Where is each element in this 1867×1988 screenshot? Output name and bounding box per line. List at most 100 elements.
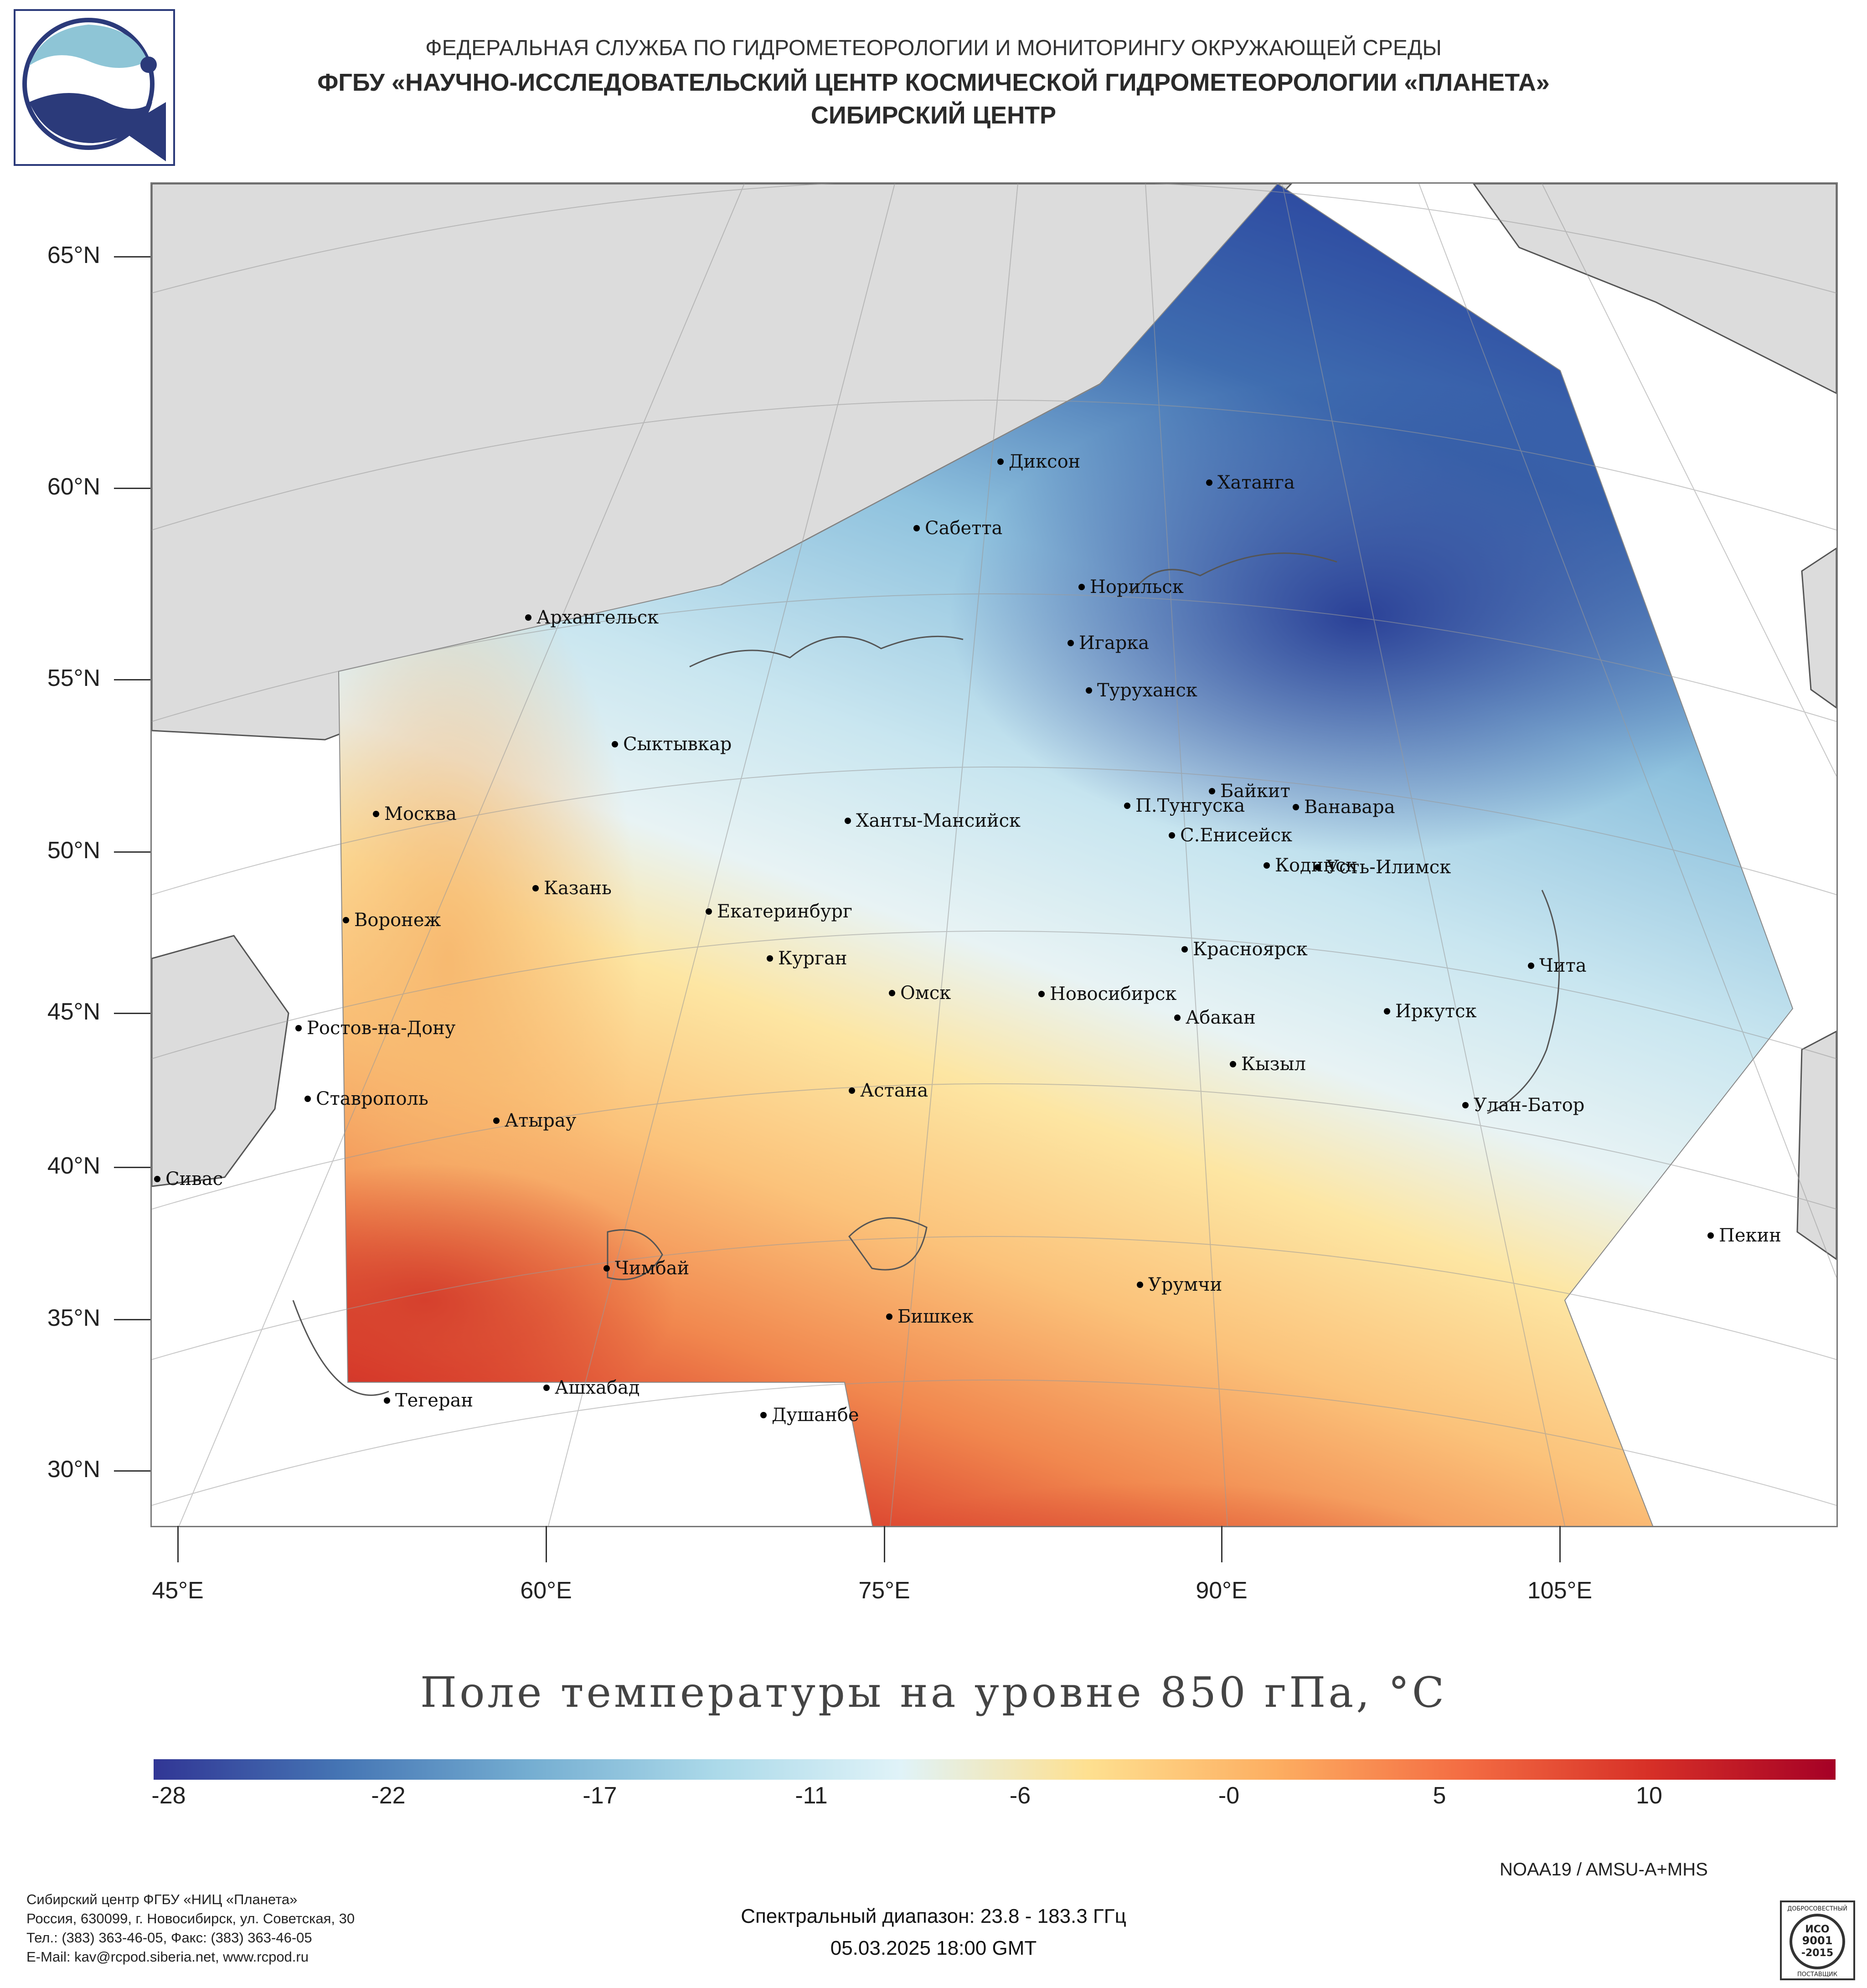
city-label: Душанбе	[772, 1405, 859, 1426]
city-label: Норильск	[1090, 577, 1184, 597]
footer-email: E-Mail: kav@rcpod.siberia.net, www.rcpod…	[26, 1949, 309, 1965]
city-dot	[532, 885, 539, 891]
city-label: Урумчи	[1148, 1274, 1222, 1295]
lon-label-75: 75°E	[858, 1577, 910, 1604]
city-label: Иркутск	[1395, 1001, 1477, 1022]
city-label: Хатанга	[1217, 472, 1295, 493]
city-krasnoyarsk: Красноярск	[1181, 939, 1308, 960]
city-label: Чита	[1539, 955, 1587, 976]
observation-datetime: 05.03.2025 18:00 GMT	[830, 1937, 1037, 1959]
city-omsk: Омск	[889, 983, 951, 1004]
city-atyrau: Атырау	[493, 1110, 577, 1131]
city-ekaterinburg: Екатеринбург	[706, 901, 852, 922]
city-label: Атырау	[505, 1110, 577, 1131]
header-center: СИБИРСКИЙ ЦЕНТР	[810, 102, 1057, 129]
city-label: Сыктывкар	[623, 734, 732, 755]
lat-label-65: 65°N	[47, 242, 100, 268]
lat-tick	[114, 679, 150, 680]
city-kazan: Казань	[532, 878, 612, 899]
lat-tick	[114, 1470, 150, 1472]
city-dot	[760, 1412, 767, 1418]
city-dot	[1315, 864, 1321, 870]
lat-tick	[114, 488, 150, 489]
city-dot	[295, 1025, 302, 1031]
city-label: Омск	[900, 983, 951, 1004]
city-dot	[1707, 1232, 1714, 1239]
city-dushanbe: Душанбе	[760, 1405, 859, 1426]
city-pekin: Пекин	[1707, 1225, 1781, 1246]
city-dot	[1462, 1102, 1469, 1108]
city-label: Улан-Батор	[1474, 1095, 1584, 1116]
city-irkutsk: Иркутск	[1384, 1001, 1477, 1022]
colorbar-tick: -0	[1218, 1782, 1240, 1809]
city-dot	[1264, 862, 1270, 869]
city-label: Казань	[544, 878, 612, 899]
city-syktyvkar: Сыктывкар	[612, 734, 732, 755]
city-vanavara: Ванавара	[1293, 797, 1395, 818]
city-dot	[1174, 1015, 1181, 1021]
iso-number: 9001	[1802, 1934, 1833, 1947]
city-tegeran: Тегеран	[384, 1390, 473, 1411]
lon-tick	[1559, 1526, 1561, 1562]
city-dot	[1038, 991, 1045, 997]
planeta-logo	[14, 9, 175, 166]
city-label: Абакан	[1186, 1007, 1256, 1028]
city-dot	[1068, 640, 1074, 646]
city-label: Красноярск	[1193, 939, 1308, 960]
colorbar-tick: -11	[795, 1782, 828, 1809]
city-label: Курган	[778, 948, 847, 969]
city-label: Новосибирск	[1050, 984, 1176, 1004]
city-label: Тегеран	[395, 1390, 473, 1411]
lat-tick	[114, 851, 150, 853]
city-label: Ванавара	[1304, 797, 1395, 818]
city-dot	[849, 1087, 855, 1094]
city-label: Чимбай	[615, 1258, 689, 1279]
lon-label-90: 90°E	[1196, 1577, 1248, 1604]
city-dot	[1078, 584, 1085, 590]
city-dot	[1206, 479, 1212, 486]
city-label: Туруханск	[1097, 680, 1197, 701]
city-dot	[1086, 687, 1092, 694]
lat-tick	[114, 1013, 150, 1014]
iso-top: ДОБРОСОВЕСТНЫЙ	[1787, 1905, 1847, 1912]
iso-year: -2015	[1801, 1947, 1833, 1959]
city-urumchi: Урумчи	[1137, 1274, 1222, 1295]
city-dot	[1384, 1008, 1390, 1015]
city-label: Ростов-на-Дону	[307, 1018, 456, 1039]
lon-label-45: 45°E	[152, 1577, 204, 1604]
city-label: Диксон	[1009, 451, 1080, 472]
lat-label-60: 60°N	[47, 474, 100, 500]
lat-label-35: 35°N	[47, 1305, 100, 1331]
city-ust-ilimsk: Усть-Илимск	[1315, 857, 1451, 878]
city-p-tunguska: П.Тунгуска	[1124, 795, 1245, 816]
lon-label-105: 105°E	[1527, 1577, 1593, 1604]
spectral-range: Спектральный диапазон: 23.8 - 183.3 ГГц	[741, 1905, 1126, 1927]
footer-address: Россия, 630099, г. Новосибирск, ул. Сове…	[26, 1911, 355, 1926]
colorbar-tick: -22	[371, 1782, 406, 1809]
city-baykit: Байкит	[1209, 781, 1290, 802]
lon-tick	[1221, 1526, 1222, 1562]
lat-tick	[114, 1167, 150, 1168]
city-dot	[304, 1096, 311, 1102]
city-kurgan: Курган	[767, 948, 847, 969]
lat-label-40: 40°N	[47, 1153, 100, 1179]
city-dot	[1124, 803, 1130, 809]
lat-tick	[114, 256, 150, 258]
lon-tick	[177, 1526, 179, 1562]
city-abakan: Абакан	[1174, 1007, 1256, 1028]
city-dot	[603, 1265, 610, 1272]
lat-label-45: 45°N	[47, 999, 100, 1025]
iso-bottom: ПОСТАВЩИК	[1797, 1971, 1837, 1978]
city-dot	[493, 1118, 500, 1124]
city-label: Кызыл	[1241, 1054, 1306, 1075]
city-label: Сивас	[165, 1169, 223, 1190]
city-dot	[1137, 1282, 1143, 1288]
city-chimbay: Чимбай	[603, 1258, 689, 1279]
colorbar-tick: -6	[1009, 1782, 1031, 1809]
iso-label: ИСО	[1805, 1924, 1829, 1935]
colorbar-tick: 10	[1636, 1782, 1662, 1809]
city-chita: Чита	[1528, 955, 1587, 976]
header-institute: ФГБУ «НАУЧНО-ИССЛЕДОВАТЕЛЬСКИЙ ЦЕНТР КОС…	[317, 69, 1550, 96]
city-label: Екатеринбург	[717, 901, 852, 922]
city-kyzyl: Кызыл	[1230, 1054, 1306, 1075]
